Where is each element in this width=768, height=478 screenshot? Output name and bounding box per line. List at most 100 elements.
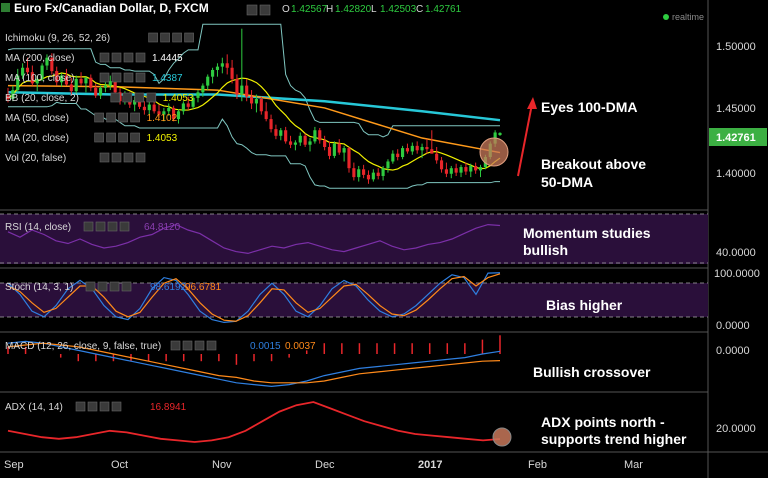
rsi-hide-button[interactable] [95, 221, 106, 232]
breakout-highlight [479, 137, 509, 167]
indicator-toggle-button[interactable] [135, 52, 146, 63]
stoch-settings-button[interactable] [85, 281, 96, 292]
indicator-toggle-button[interactable] [94, 132, 104, 143]
candle-body [357, 169, 361, 178]
indicator-toggle-button[interactable] [118, 112, 128, 123]
candle-body [288, 141, 293, 145]
candle-body [89, 77, 93, 88]
candle-body [298, 135, 302, 143]
rsi-label: RSI (14, close) [5, 222, 71, 233]
indicator-toggle-button[interactable] [148, 32, 158, 43]
indicator-toggle-button[interactable] [111, 72, 122, 83]
annotation-breakout-line2: 50-DMA [541, 174, 593, 190]
candle-body [425, 146, 429, 150]
stoch-buttons[interactable] [85, 281, 132, 292]
stoch-d-value: 96.6781 [185, 282, 222, 293]
indicator-toggle-button[interactable] [172, 32, 182, 43]
rsi-add-button[interactable] [107, 221, 118, 232]
indicator-toggle-button[interactable] [110, 92, 121, 103]
rsi-settings-button[interactable] [83, 221, 94, 232]
stoch-close-button[interactable] [121, 281, 132, 292]
rsi-line [7, 223, 501, 255]
indicator-toggle-button[interactable] [123, 72, 134, 83]
indicator-toggle-button[interactable] [99, 72, 110, 83]
indicator-label: MA (20, close) [5, 133, 69, 144]
candle-body [337, 143, 341, 153]
header-hide-button[interactable] [259, 4, 271, 16]
candle-body [410, 145, 414, 152]
indicator-toggle-button[interactable] [99, 52, 110, 63]
indicator-toggle-button[interactable] [130, 112, 140, 123]
indicator-toggle-button[interactable] [135, 72, 146, 83]
indicator-toggle-button[interactable] [111, 52, 122, 63]
indicator-toggle-button[interactable] [106, 132, 116, 143]
adx-series [7, 401, 501, 443]
header-buttons[interactable] [246, 4, 271, 16]
adx-buttons[interactable] [75, 401, 122, 412]
macd-signal-value: 0.0037 [285, 341, 316, 352]
candle-body [245, 85, 249, 97]
indicator-toggle-button[interactable] [106, 112, 116, 123]
current-price-marker [709, 128, 767, 146]
breakout-arrow-line [517, 103, 533, 177]
adx-line [7, 401, 501, 443]
indicator-toggle-button[interactable] [130, 132, 140, 143]
candle-body [415, 145, 419, 151]
stoch-hide-button[interactable] [97, 281, 108, 292]
macd-add-button[interactable] [194, 340, 205, 351]
macd-value: 0.0015 [250, 341, 281, 352]
candle-body [206, 76, 210, 86]
indicator-toggle-button[interactable] [160, 32, 170, 43]
macd-hide-button[interactable] [182, 340, 193, 351]
adx-hide-button[interactable] [87, 401, 98, 412]
candle-body [240, 85, 244, 95]
price-tick-145: 1.45000 [716, 103, 756, 115]
breakout-arrow-head [527, 97, 537, 109]
indicator-toggle-button[interactable] [122, 92, 133, 103]
indicator-toggle-button[interactable] [146, 92, 157, 103]
candle-body [279, 130, 283, 136]
candle-body [478, 167, 483, 171]
annotation-momentum-line1: Momentum studies [523, 225, 651, 241]
indicator-toggle-button[interactable] [184, 32, 194, 43]
candle-body [162, 111, 166, 115]
candle-body [181, 103, 185, 112]
indicator-toggle-button[interactable] [123, 52, 134, 63]
indicator-toggle-button[interactable] [99, 152, 110, 163]
candle-body [79, 78, 83, 84]
candle-body [55, 71, 59, 83]
candle-body [167, 107, 171, 112]
rsi-close-button[interactable] [119, 221, 130, 232]
macd-close-button[interactable] [206, 340, 217, 351]
macd-buttons[interactable] [170, 340, 217, 351]
rsi-buttons[interactable] [83, 221, 130, 232]
indicator-toggle-button[interactable] [111, 152, 122, 163]
price-tick-150: 1.50000 [716, 41, 756, 53]
indicator-toggle-button[interactable] [118, 132, 128, 143]
candle-body [30, 72, 34, 84]
indicator-toggle-button[interactable] [134, 92, 145, 103]
realtime-label: realtime [672, 12, 704, 22]
candle-body [391, 153, 395, 162]
header-settings-button[interactable] [246, 4, 258, 16]
adx-add-button[interactable] [99, 401, 110, 412]
indicator-toggle-button[interactable] [135, 152, 146, 163]
bollinger-lower [8, 101, 500, 189]
indicator-toggle-button[interactable] [94, 112, 104, 123]
candle-body [459, 167, 463, 173]
candle-body [64, 75, 69, 85]
candle-body [352, 168, 356, 178]
candle-body [201, 85, 205, 93]
indicator-label: MA (50, close) [5, 113, 69, 124]
adx-highlight [492, 427, 512, 447]
adx-close-button[interactable] [111, 401, 122, 412]
stoch-add-button[interactable] [109, 281, 120, 292]
rsi-tick-40: 40.0000 [716, 247, 756, 259]
macd-settings-button[interactable] [170, 340, 181, 351]
candle-body [11, 90, 15, 99]
adx-settings-button[interactable] [75, 401, 86, 412]
candle-body [98, 87, 103, 96]
candle-body [303, 135, 307, 145]
indicator-toggle-button[interactable] [123, 152, 134, 163]
